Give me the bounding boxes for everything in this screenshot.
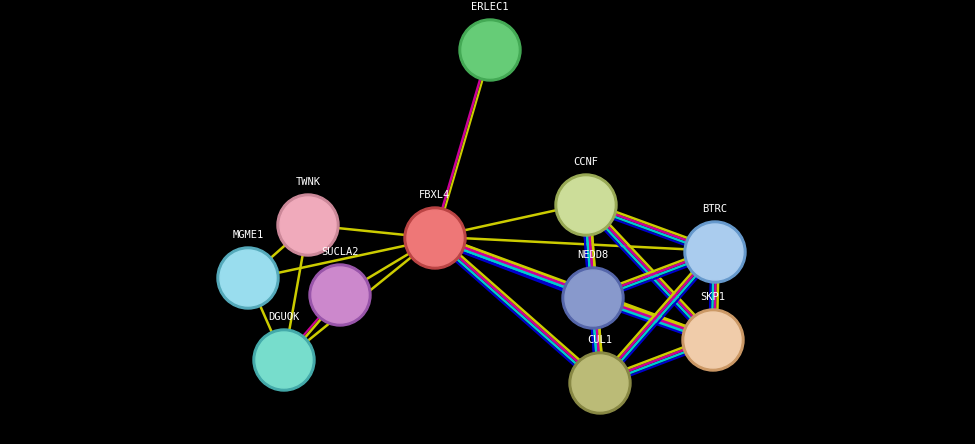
Circle shape: [404, 207, 466, 269]
Text: NEDD8: NEDD8: [577, 250, 608, 260]
Circle shape: [572, 355, 628, 411]
Circle shape: [277, 194, 339, 256]
Text: MGME1: MGME1: [232, 230, 263, 240]
Circle shape: [220, 250, 276, 306]
Circle shape: [253, 329, 315, 391]
Text: SKP1: SKP1: [700, 292, 725, 302]
Circle shape: [685, 312, 741, 368]
Circle shape: [312, 267, 368, 323]
Circle shape: [684, 221, 746, 283]
Circle shape: [280, 197, 336, 253]
Text: DGUOK: DGUOK: [268, 312, 299, 322]
Circle shape: [687, 224, 743, 280]
Circle shape: [569, 352, 631, 414]
Text: ERLEC1: ERLEC1: [471, 2, 509, 12]
Circle shape: [562, 267, 624, 329]
Circle shape: [309, 264, 371, 326]
Circle shape: [558, 177, 614, 233]
Circle shape: [217, 247, 279, 309]
Circle shape: [407, 210, 463, 266]
Text: CUL1: CUL1: [588, 335, 612, 345]
Circle shape: [682, 309, 744, 371]
Text: FBXL4: FBXL4: [419, 190, 450, 200]
Text: TWNK: TWNK: [295, 177, 321, 187]
Circle shape: [462, 22, 518, 78]
Text: BTRC: BTRC: [703, 204, 727, 214]
Text: SUCLA2: SUCLA2: [321, 247, 359, 257]
Circle shape: [565, 270, 621, 326]
Circle shape: [459, 19, 521, 81]
Text: CCNF: CCNF: [573, 157, 599, 167]
Circle shape: [555, 174, 617, 236]
Circle shape: [256, 332, 312, 388]
